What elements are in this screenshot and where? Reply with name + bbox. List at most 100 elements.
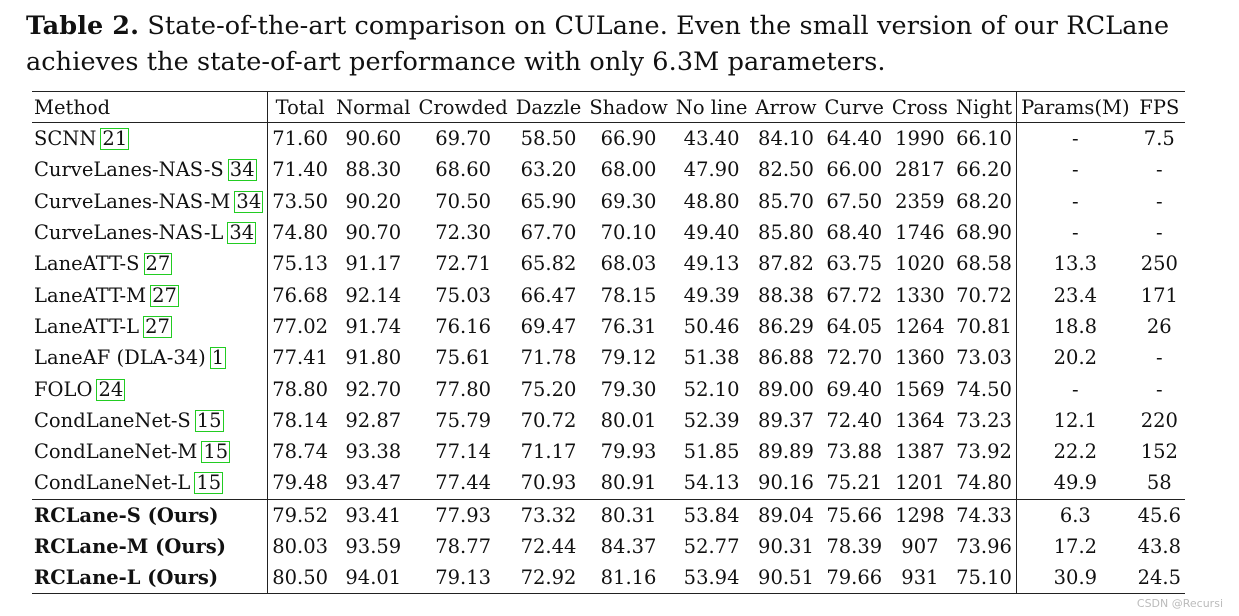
cell-no-line: 52.39	[683, 408, 740, 432]
cell-dazzle: 70.93	[520, 471, 577, 495]
cell-curve: 64.05	[826, 314, 883, 338]
cell-normal: 90.70	[345, 221, 402, 245]
cell-dazzle: 73.32	[520, 503, 577, 527]
table-row: LaneATT-M 27 76.68 92.14 75.03 66.47 78.15 49.3…	[32, 279, 1185, 311]
table-row: LaneATT-L 27 77.02 91.74 76.16 69.47 76.31 50.4…	[32, 310, 1185, 343]
col-header-dazzle: Dazzle	[515, 95, 582, 119]
cell-cross: 1746	[895, 221, 945, 245]
cell-crowded: 75.79	[435, 408, 492, 432]
table-row: RCLane-S (Ours) 79.52 93.41 77.93 73.32 80.31…	[32, 499, 1185, 531]
cell-params: -	[1072, 221, 1079, 245]
cell-crowded: 77.80	[435, 377, 492, 401]
citation-link[interactable]: 21	[100, 127, 130, 151]
cell-night: 74.80	[951, 467, 1018, 500]
cell-shadow: 68.03	[600, 252, 657, 276]
cell-no-line: 43.40	[683, 127, 740, 151]
cell-shadow: 66.90	[600, 127, 657, 151]
cell-params: 17.2	[1053, 535, 1098, 558]
cell-cross: 1201	[895, 471, 945, 495]
cell-dazzle: 65.90	[520, 189, 577, 213]
cell-fps: 250	[1140, 252, 1178, 276]
cell-crowded: 79.13	[435, 566, 492, 590]
cell-cross: 1569	[895, 377, 945, 401]
cell-normal: 94.01	[345, 566, 402, 590]
cell-no-line: 49.13	[683, 252, 740, 276]
cell-normal: 91.80	[345, 346, 402, 370]
cell-no-line: 51.38	[683, 346, 740, 370]
cell-dazzle: 65.82	[520, 252, 577, 276]
cell-arrow: 88.38	[758, 283, 814, 307]
caption-text: State-of-the-art comparison on CULane. E…	[26, 11, 1170, 77]
method-name: FOLO	[34, 377, 93, 401]
cell-curve: 79.66	[826, 566, 883, 590]
cell-normal: 92.70	[345, 377, 402, 401]
method-name: CurveLanes-NAS-L	[34, 221, 224, 245]
cell-normal: 92.14	[345, 283, 402, 307]
cell-arrow: 84.10	[758, 127, 814, 151]
cell-params: -	[1072, 127, 1079, 151]
col-header-total: Total	[275, 95, 325, 119]
method-cell: LaneATT-L 27	[32, 310, 269, 343]
cell-params: -	[1072, 189, 1079, 213]
citation-link[interactable]: 34	[234, 189, 264, 213]
cell-params: -	[1072, 158, 1079, 182]
citation-link[interactable]: 27	[150, 283, 179, 307]
citation-link[interactable]: 1	[209, 346, 227, 370]
cell-night: 73.23	[951, 404, 1018, 436]
cell-fps: -	[1156, 189, 1163, 213]
cell-crowded: 72.71	[435, 252, 492, 276]
table-row: FOLO 24 78.80 92.70 77.80 75.20 79.30 52.10 89.0…	[32, 373, 1185, 405]
cell-arrow: 90.51	[758, 566, 814, 590]
cell-cross: 1364	[895, 408, 945, 432]
cell-dazzle: 71.17	[520, 440, 577, 464]
cell-normal: 92.87	[345, 408, 402, 432]
cell-dazzle: 72.44	[520, 535, 577, 558]
cell-curve: 75.21	[826, 471, 883, 495]
cell-dazzle: 71.78	[520, 346, 577, 370]
cell-cross: 1298	[895, 503, 945, 527]
cell-total: 79.52	[272, 503, 329, 527]
cell-normal: 93.59	[345, 535, 402, 558]
cell-shadow: 79.93	[600, 440, 657, 464]
table-row: RCLane-L (Ours) 80.50 94.01 79.13 72.92 81.16…	[32, 562, 1186, 594]
cell-params: 13.3	[1053, 252, 1098, 276]
method-cell: LaneAF (DLA-34) 1	[32, 342, 269, 374]
cell-cross: 1264	[895, 314, 945, 338]
citation-link[interactable]: 15	[194, 408, 224, 432]
cell-arrow: 89.00	[758, 377, 814, 401]
cell-normal: 90.60	[345, 127, 402, 151]
cell-curve: 75.66	[826, 503, 883, 527]
cell-total: 71.60	[272, 127, 329, 151]
cell-fps: 220	[1140, 408, 1178, 432]
citation-link[interactable]: 34	[227, 158, 257, 182]
citation-link[interactable]: 15	[194, 471, 224, 495]
citation-link[interactable]: 27	[143, 252, 173, 276]
cell-curve: 67.72	[826, 283, 883, 307]
cell-total: 77.41	[272, 346, 329, 370]
cell-normal: 90.20	[345, 189, 402, 213]
cell-curve: 67.50	[826, 189, 883, 213]
cell-curve: 72.70	[826, 346, 883, 370]
cell-no-line: 52.77	[683, 535, 740, 558]
cell-shadow: 79.30	[600, 377, 657, 401]
cell-no-line: 54.13	[683, 471, 740, 495]
cell-arrow: 89.04	[758, 503, 814, 527]
cell-cross: 2817	[895, 158, 945, 182]
citation-link[interactable]: 27	[143, 314, 172, 338]
citation-link[interactable]: 24	[96, 377, 126, 401]
cell-total: 80.50	[272, 566, 329, 590]
cell-night: 74.33	[951, 499, 1018, 531]
cell-fps: 43.8	[1137, 535, 1182, 558]
table-row: SCNN 21 71.60 90.60 69.70 58.50 66.90 43.40 84.1…	[32, 122, 1185, 155]
cell-night: 68.58	[951, 248, 1018, 280]
table-row: CondLaneNet-M 15 78.74 93.38 77.14 71.17 79.93…	[32, 435, 1185, 468]
cell-total: 74.80	[272, 221, 329, 245]
cell-normal: 93.41	[345, 503, 402, 527]
citation-link[interactable]: 15	[201, 440, 231, 464]
cell-no-line: 51.85	[683, 440, 740, 464]
col-header-normal: Normal	[336, 95, 411, 119]
col-header-cross: Cross	[891, 95, 948, 119]
citation-link[interactable]: 34	[227, 221, 257, 245]
cell-cross: 2359	[895, 189, 945, 213]
col-header-crowded: Crowded	[418, 95, 508, 119]
